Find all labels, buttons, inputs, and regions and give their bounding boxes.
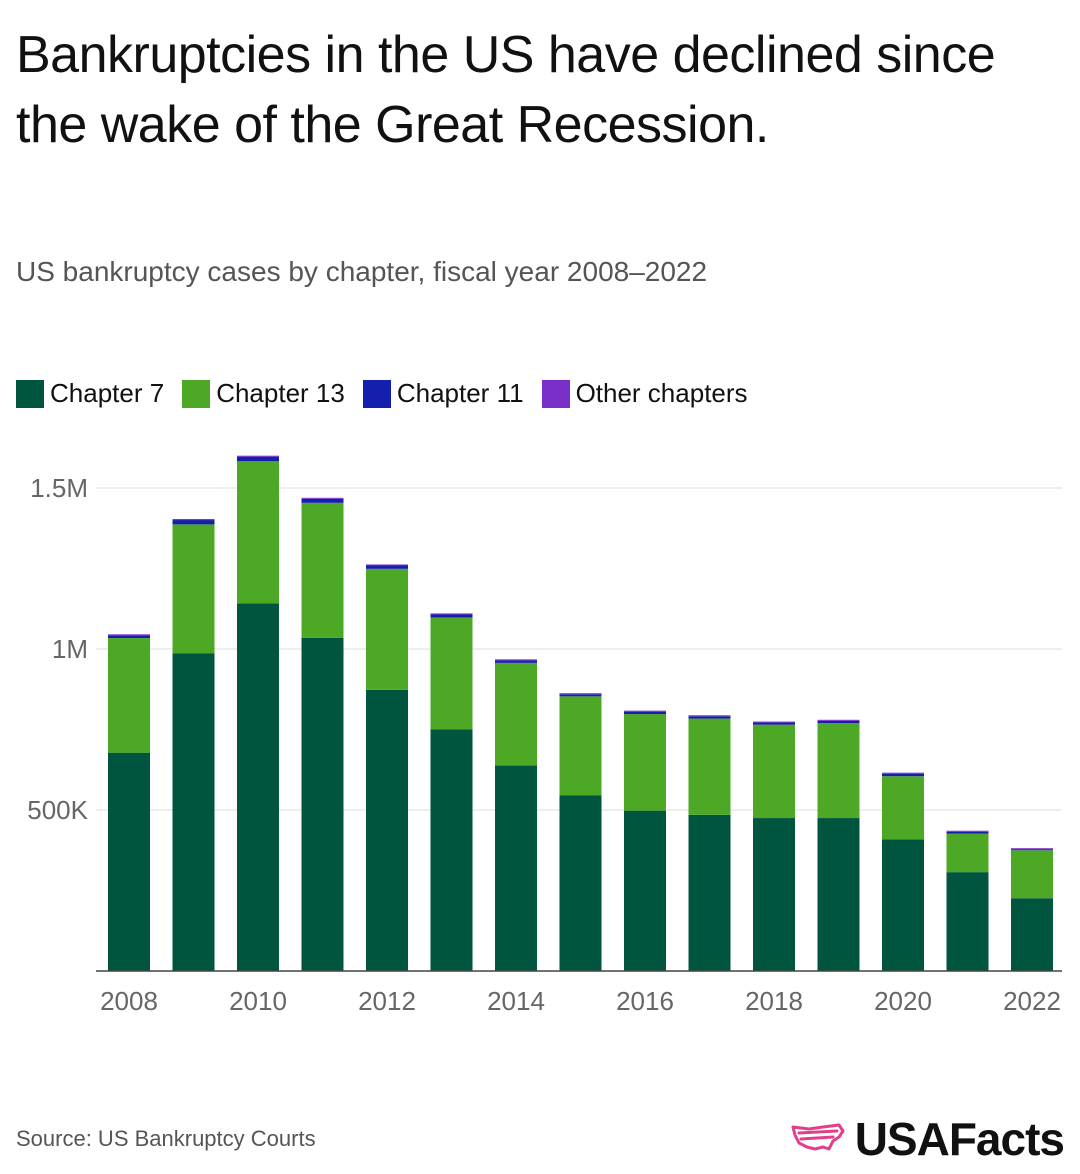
bar-chapter-7 bbox=[430, 729, 473, 971]
bar-chapter-11 bbox=[430, 614, 473, 618]
bar-chapter-11 bbox=[108, 635, 150, 639]
x-tick-label: 2010 bbox=[229, 986, 287, 1016]
bar-chapter-11 bbox=[1011, 849, 1053, 851]
bar-chapter-13 bbox=[495, 662, 537, 766]
bar-chapter-11 bbox=[817, 720, 860, 724]
legend-item-other-chapters: Other chapters bbox=[541, 378, 748, 409]
stacked-bar-chart: 500K 1M 1.5M 2008 2010 2012 2014 2016 2018 2020 20… bbox=[27, 455, 1062, 1016]
bar-chapter-13 bbox=[237, 461, 279, 604]
legend-label-chapter-13: Chapter 13 bbox=[216, 378, 345, 408]
legend-swatch-chapter-13 bbox=[182, 379, 211, 408]
bar-chapter-13 bbox=[172, 524, 215, 654]
bar-chapter-7 bbox=[559, 795, 602, 971]
bar-chapter-7 bbox=[301, 637, 344, 971]
bar-chapter-13 bbox=[946, 833, 989, 873]
bar-chapter-7 bbox=[882, 839, 924, 971]
bar-chapter-13 bbox=[753, 724, 795, 819]
bar-chapter-11 bbox=[624, 711, 666, 715]
legend-swatch-chapter-7 bbox=[16, 379, 44, 408]
y-tick-label: 1.5M bbox=[30, 473, 88, 503]
bar-chapter-7 bbox=[495, 765, 537, 971]
bar-chapter-13 bbox=[688, 718, 731, 815]
brand-name: USAFacts bbox=[854, 1113, 1065, 1165]
bar-other-chapters bbox=[559, 693, 602, 695]
bar-chapter-7 bbox=[946, 872, 989, 971]
x-tick-label: 2012 bbox=[358, 986, 416, 1016]
bar-chapter-11 bbox=[882, 773, 924, 777]
legend-label-chapter-11: Chapter 11 bbox=[396, 378, 524, 408]
bar-other-chapters bbox=[172, 519, 215, 521]
bar-chapter-13 bbox=[559, 696, 602, 796]
bar-other-chapters bbox=[108, 634, 150, 636]
bar-chapter-13 bbox=[108, 638, 150, 753]
bar-chapter-7 bbox=[1011, 898, 1053, 971]
bar-chapter-13 bbox=[1011, 850, 1053, 899]
x-tick-label: 2008 bbox=[100, 986, 158, 1016]
legend-swatch-other-chapters bbox=[541, 379, 570, 408]
legend-swatch-chapter-11 bbox=[362, 379, 391, 408]
bar-other-chapters bbox=[624, 710, 666, 712]
bar-chapter-7 bbox=[172, 653, 215, 971]
legend-item-chapter-13: Chapter 13 bbox=[182, 378, 345, 409]
legend-label-chapter-7: Chapter 7 bbox=[50, 378, 165, 408]
bar-other-chapters bbox=[301, 497, 344, 499]
legend-item-chapter-7: Chapter 7 bbox=[16, 378, 164, 409]
bar-chapter-13 bbox=[366, 568, 408, 690]
bar-chapter-11 bbox=[172, 520, 215, 525]
bar-chapter-13 bbox=[817, 723, 860, 819]
bar-chapter-11 bbox=[946, 831, 989, 834]
bar-chapter-11 bbox=[495, 660, 537, 663]
x-tick-label: 2016 bbox=[616, 986, 674, 1016]
chart-legend: Chapter 7 Chapter 13 Chapter 11 Other ch… bbox=[16, 378, 748, 409]
y-tick-label: 500K bbox=[27, 795, 88, 825]
x-tick-label: 2014 bbox=[487, 986, 545, 1016]
bar-chapter-11 bbox=[366, 565, 408, 569]
bar-chapter-7 bbox=[688, 814, 731, 971]
bar-chapter-7 bbox=[237, 603, 279, 971]
bar-other-chapters bbox=[1011, 848, 1053, 850]
bar-other-chapters bbox=[366, 564, 408, 566]
bar-chapter-11 bbox=[301, 498, 344, 503]
bar-chapter-7 bbox=[366, 689, 408, 971]
bar-other-chapters bbox=[495, 659, 537, 661]
bar-chapter-13 bbox=[301, 502, 344, 638]
chart-title: Bankruptcies in the US have declined sin… bbox=[16, 26, 996, 154]
bar-chapter-13 bbox=[430, 617, 473, 730]
x-tick-label: 2020 bbox=[874, 986, 932, 1016]
bar-chapter-11 bbox=[559, 694, 602, 697]
legend-item-chapter-11: Chapter 11 bbox=[362, 378, 524, 409]
bar-chapter-7 bbox=[108, 752, 150, 971]
bar-chapter-13 bbox=[624, 714, 666, 811]
bar-other-chapters bbox=[817, 719, 860, 721]
chart-subtitle: US bankruptcy cases by chapter, fiscal y… bbox=[16, 256, 708, 287]
bar-chapter-13 bbox=[882, 776, 924, 840]
bar-other-chapters bbox=[688, 715, 731, 717]
bar-other-chapters bbox=[430, 613, 473, 615]
usa-map-logo-icon bbox=[791, 1123, 845, 1151]
legend-label-other-chapters: Other chapters bbox=[575, 378, 748, 408]
y-tick-label: 1M bbox=[52, 634, 88, 664]
usafacts-logo: USAFacts bbox=[789, 1112, 1065, 1166]
source-note: Source: US Bankruptcy Courts bbox=[16, 1126, 316, 1151]
bar-chapter-7 bbox=[753, 818, 795, 971]
bar-other-chapters bbox=[237, 455, 279, 457]
bar-chapter-11 bbox=[688, 716, 731, 719]
bar-other-chapters bbox=[882, 772, 924, 774]
bar-chapter-11 bbox=[237, 456, 279, 462]
bar-chapter-7 bbox=[817, 818, 860, 971]
bar-chapter-11 bbox=[753, 722, 795, 725]
x-tick-label: 2022 bbox=[1003, 986, 1061, 1016]
bar-other-chapters bbox=[946, 830, 989, 832]
bar-chapter-7 bbox=[624, 810, 666, 971]
bar-other-chapters bbox=[753, 721, 795, 723]
x-tick-label: 2018 bbox=[745, 986, 803, 1016]
